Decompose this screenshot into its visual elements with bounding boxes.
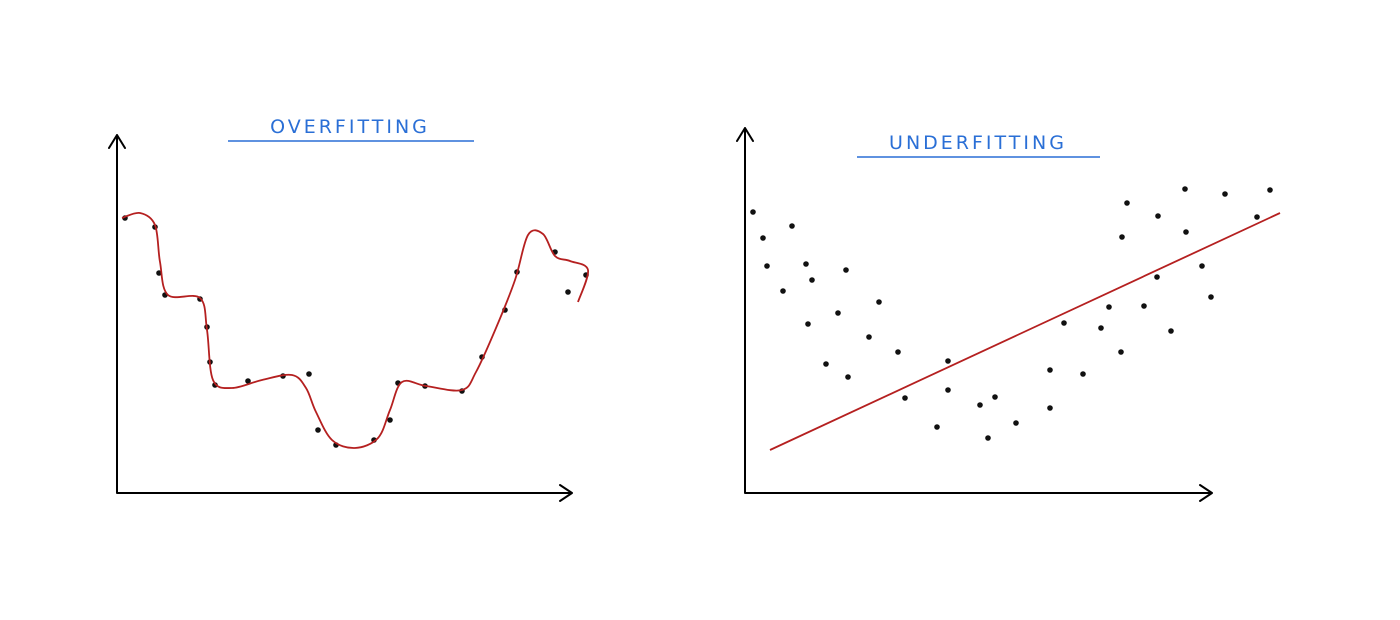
point	[985, 435, 991, 441]
point	[245, 378, 251, 384]
point	[760, 235, 766, 241]
point	[1047, 405, 1053, 411]
point	[212, 382, 218, 388]
panel-title: UNDERFITTING	[889, 132, 1067, 154]
axes	[736, 127, 1213, 502]
point	[1106, 304, 1112, 310]
point	[1047, 367, 1053, 373]
point	[1080, 371, 1086, 377]
point	[780, 288, 786, 294]
point	[1141, 303, 1147, 309]
point	[845, 374, 851, 380]
point	[1118, 349, 1124, 355]
point	[1119, 234, 1125, 240]
point	[1208, 294, 1214, 300]
point	[803, 261, 809, 267]
points	[122, 186, 1273, 448]
point	[1168, 328, 1174, 334]
point	[895, 349, 901, 355]
point	[1254, 214, 1260, 220]
point	[902, 395, 908, 401]
point	[1222, 191, 1228, 197]
fit-curve	[121, 211, 589, 449]
point	[764, 263, 770, 269]
fit-line	[769, 212, 1281, 451]
point	[1155, 213, 1161, 219]
point	[945, 387, 951, 393]
point	[789, 223, 795, 229]
panel-title: OVERFITTING	[270, 116, 430, 138]
point	[1061, 320, 1067, 326]
point	[1013, 420, 1019, 426]
point	[315, 427, 321, 433]
point	[565, 289, 571, 295]
point	[934, 424, 940, 430]
point	[809, 277, 815, 283]
point	[750, 209, 756, 215]
point	[1183, 229, 1189, 235]
point	[992, 394, 998, 400]
point	[835, 310, 841, 316]
point	[977, 402, 983, 408]
point	[306, 371, 312, 377]
axes	[108, 134, 573, 502]
point	[805, 321, 811, 327]
point	[1154, 274, 1160, 280]
point	[945, 358, 951, 364]
point	[1199, 263, 1205, 269]
point	[843, 267, 849, 273]
point	[823, 361, 829, 367]
point	[387, 417, 393, 423]
point	[1098, 325, 1104, 331]
point	[876, 299, 882, 305]
point	[866, 334, 872, 340]
point	[1182, 186, 1188, 192]
point	[1124, 200, 1130, 206]
point	[1267, 187, 1273, 193]
